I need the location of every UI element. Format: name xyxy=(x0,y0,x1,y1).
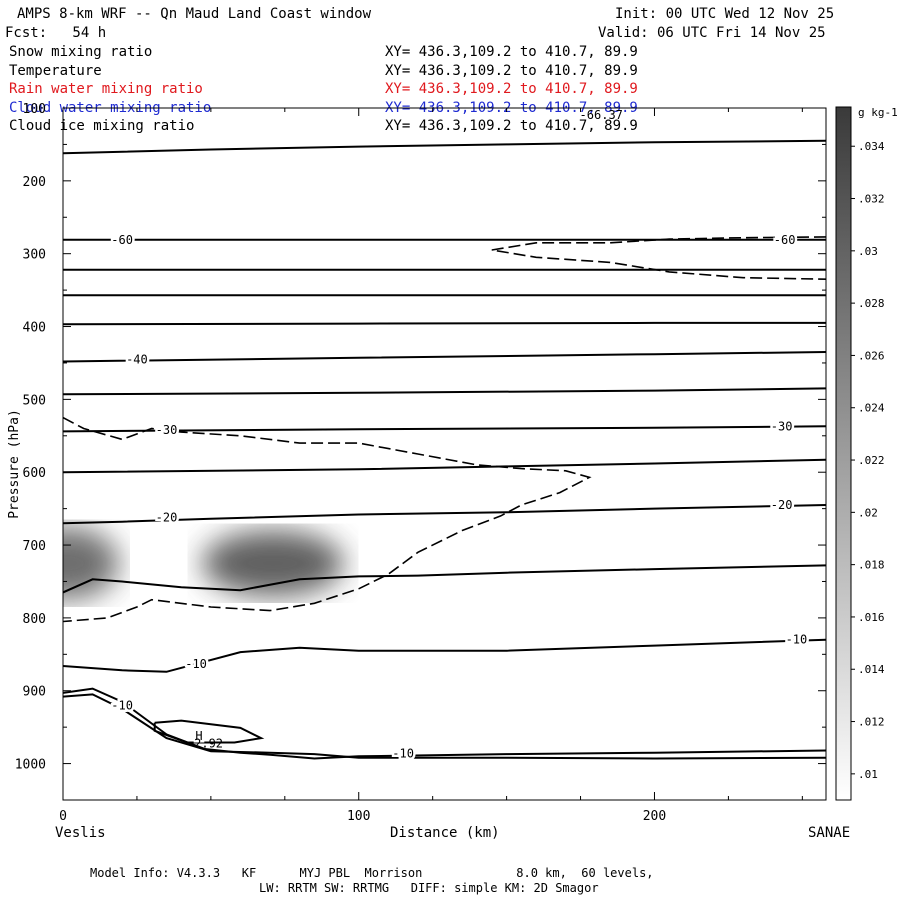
y-tick-label: 300 xyxy=(23,248,46,263)
contour-label: -30 xyxy=(771,419,793,433)
xaxis-left-endpoint: Veslis xyxy=(55,825,106,841)
isotherm-line xyxy=(153,719,265,744)
colorbar-tick-label: .01 xyxy=(858,768,878,781)
x-tick-label: 0 xyxy=(59,809,67,824)
isotherm-line xyxy=(63,425,826,433)
isotherm-line xyxy=(63,321,826,326)
contour-label: -60 xyxy=(774,233,796,247)
init-time: Init: 00 UTC Wed 12 Nov 25 xyxy=(615,6,835,22)
y-tick-label: 100 xyxy=(23,102,46,117)
colorbar-tick-label: .034 xyxy=(858,140,885,153)
field-xy-range: XY= 436.3,109.2 to 410.7, 89.9 xyxy=(385,118,638,134)
colorbar-tick-label: .022 xyxy=(858,454,885,467)
colorbar-unit: g kg-1 xyxy=(858,106,898,119)
y-tick-label: 400 xyxy=(23,321,46,336)
model-physics: LW: RRTM SW: RRTMG DIFF: simple KM: 2D S… xyxy=(259,881,599,895)
field-name: Cloud ice mixing ratio xyxy=(9,118,195,134)
isotherm-line xyxy=(63,693,826,760)
contour-label: H xyxy=(195,729,202,743)
y-tick-label: 200 xyxy=(23,175,46,190)
valid-time: Valid: 06 UTC Fri 14 Nov 25 xyxy=(598,25,826,41)
contour-label: -10 xyxy=(392,746,414,760)
contour-label: -10 xyxy=(111,698,133,712)
field-xy-range: XY= 436.3,109.2 to 410.7, 89.9 xyxy=(385,81,638,97)
plot-frame xyxy=(62,107,827,801)
isotherm-line xyxy=(63,638,826,673)
colorbar-tick-label: .018 xyxy=(858,559,885,572)
colorbar-tick-label: .032 xyxy=(858,193,885,206)
snow-shading xyxy=(63,526,120,600)
isotherm-line xyxy=(63,387,826,396)
colorbar-tick-label: .02 xyxy=(858,506,878,519)
isotherm-line xyxy=(63,564,826,594)
isotherm-line xyxy=(63,351,826,363)
annotation-label: -66.37 xyxy=(580,108,623,122)
contour-label: -40 xyxy=(126,352,148,366)
xaxis-label: Distance (km) xyxy=(390,825,500,841)
colorbar-tick-label: .016 xyxy=(858,611,885,624)
dashed-contour xyxy=(63,416,592,623)
contour-label: -10 xyxy=(786,633,808,647)
colorbar-tick-label: .028 xyxy=(858,297,885,310)
field-xy-range: XY= 436.3,109.2 to 410.7, 89.9 xyxy=(385,62,638,79)
y-tick-label: 600 xyxy=(23,466,46,481)
forecast-hour: Fcst: 54 h xyxy=(5,25,107,41)
contour-label: -60 xyxy=(111,233,133,247)
contour-label: -20 xyxy=(771,498,793,512)
x-tick-label: 200 xyxy=(643,809,666,824)
annotation-label: -2.92 xyxy=(187,737,223,751)
colorbar-tick-label: .026 xyxy=(858,349,885,362)
yaxis-label: Pressure (hPa) xyxy=(7,409,22,519)
y-tick-label: 1000 xyxy=(15,758,46,773)
colorbar-tick-label: .014 xyxy=(858,663,885,676)
snow-shading xyxy=(201,530,344,597)
y-tick-label: 900 xyxy=(23,685,46,700)
field-name: Temperature xyxy=(9,62,102,79)
contour-label: -20 xyxy=(156,510,178,524)
isotherm-line xyxy=(63,458,826,474)
xaxis-right-endpoint: SANAE xyxy=(808,825,851,841)
field-name: Snow mixing ratio xyxy=(9,44,153,60)
dashed-contour xyxy=(491,236,826,280)
contour-label: -10 xyxy=(185,657,207,671)
colorbar-tick-label: .012 xyxy=(858,716,885,729)
x-tick-label: 100 xyxy=(347,809,370,824)
isotherm-line xyxy=(63,687,826,760)
colorbar xyxy=(835,106,852,801)
y-tick-label: 500 xyxy=(23,393,46,408)
colorbar-tick-label: .024 xyxy=(858,402,885,415)
colorbar-tick-label: .03 xyxy=(858,245,878,258)
y-tick-label: 800 xyxy=(23,612,46,627)
field-name: Rain water mixing ratio xyxy=(9,81,203,97)
chart-title: AMPS 8-km WRF -- Qn Maud Land Coast wind… xyxy=(17,6,372,22)
y-tick-label: 700 xyxy=(23,539,46,554)
isotherm-line xyxy=(63,139,826,155)
contour-label: -30 xyxy=(156,423,178,437)
model-info: Model Info: V4.3.3 KF MYJ PBL Morrison 8… xyxy=(90,866,654,880)
field-xy-range: XY= 436.3,109.2 to 410.7, 89.9 xyxy=(385,44,638,60)
isotherm-line xyxy=(63,504,826,525)
